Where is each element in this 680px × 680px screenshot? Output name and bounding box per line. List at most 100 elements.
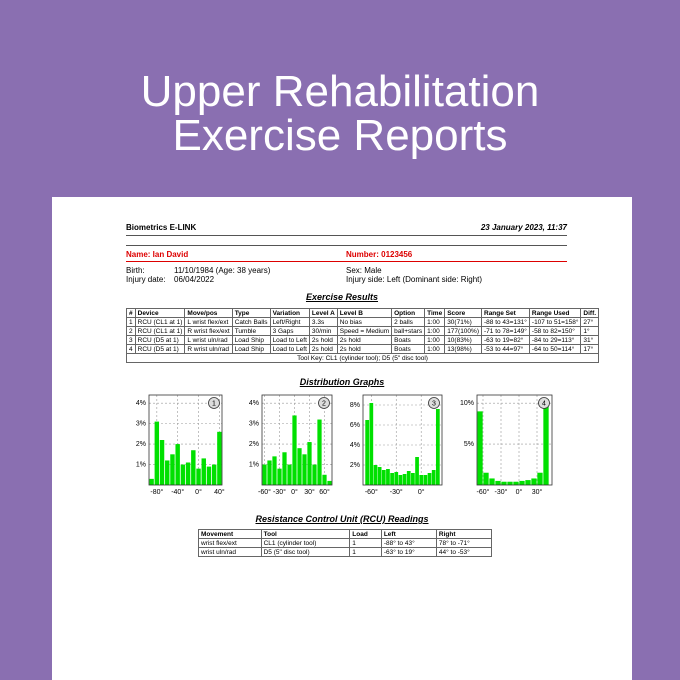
y-tick-label: 3% [136, 420, 146, 427]
cell: 78° to -71° [435, 538, 493, 548]
cell: -88° to 43° [380, 538, 437, 548]
row: 3 RCU (D5 at 1) L wrist uln/rad Load Ship Lo… [126, 335, 600, 345]
bar [185, 462, 191, 485]
x-tick-label: -30° [273, 488, 286, 496]
cell: -58 to 82=150° [528, 326, 582, 336]
patient-name: Name: Ian David [126, 250, 189, 259]
cell: R wrist flex/ext [184, 326, 233, 336]
bar [525, 480, 531, 485]
row: Tool Key: CL1 (cylinder tool); D5 (5" di… [125, 353, 600, 363]
cell: -63° to 19° [380, 547, 437, 557]
column-header: Diff. [580, 308, 600, 318]
cell: Boats [391, 335, 426, 345]
cell: 1:00 [424, 326, 446, 336]
rule [126, 235, 567, 236]
x-tick-label: 60° [319, 488, 330, 496]
bar [377, 467, 382, 485]
x-tick-label: -30° [495, 488, 508, 496]
bar [206, 466, 212, 485]
rule [126, 245, 567, 246]
header-row: # Device Move/pos Type Variation Level A Level… [126, 308, 600, 318]
bar [217, 431, 222, 485]
cell: RCU (CL1 at 1) [134, 326, 186, 336]
x-tick-label: -80° [150, 488, 163, 496]
bar [180, 464, 186, 485]
cell: 2s hold [336, 344, 393, 354]
bar [307, 442, 312, 485]
cell: -107 to 51=158° [528, 317, 582, 327]
bar [327, 480, 332, 485]
x-tick-label: 30° [532, 488, 543, 496]
cell: L wrist uln/rad [184, 335, 233, 345]
cell: 1 [126, 317, 136, 327]
bar [312, 464, 317, 485]
bar [489, 478, 495, 485]
y-tick-label: 1% [249, 461, 259, 468]
bar [513, 481, 519, 485]
graph-number: 2 [322, 400, 326, 407]
injury-side: Injury side: Left (Dominant side: Right) [346, 275, 483, 284]
cell: 17° [580, 344, 600, 354]
cell: -84 to 29=113° [528, 335, 582, 345]
cell: -63 to 19=82° [481, 335, 530, 345]
section-title: Resistance Control Unit (RCU) Readings [255, 514, 429, 524]
bar [435, 409, 440, 485]
bar [201, 458, 206, 485]
cell: 31° [580, 335, 600, 345]
sex: Sex: Male [346, 266, 382, 275]
cell: Load Ship [231, 335, 271, 345]
y-tick-label: 5% [464, 441, 474, 448]
column-header: Variation [269, 308, 310, 318]
cell: D5 (5" disc tool) [260, 547, 351, 557]
bar [262, 464, 267, 485]
cell: No bias [336, 317, 393, 327]
report: Biometrics E-LINK 23 January 2023, 11:37… [52, 197, 632, 680]
bar [394, 472, 399, 485]
bar [519, 480, 525, 485]
cell: 1:00 [424, 335, 446, 345]
bar [272, 456, 277, 485]
bar [386, 469, 390, 485]
graph-number: 1 [212, 400, 216, 407]
tool-key: Tool Key: CL1 (cylinder tool); D5 (5" di… [125, 353, 600, 363]
row: 2 RCU (CL1 at 1) R wrist flex/ext Tumble 3 G… [126, 326, 600, 336]
y-tick-label: 4% [350, 442, 360, 449]
bar [322, 474, 327, 485]
rule [126, 261, 567, 262]
plot-frame [476, 394, 553, 486]
x-tick-label: 0° [195, 488, 202, 496]
cell: -64 to 50=114° [528, 344, 582, 354]
bar [431, 470, 436, 485]
plot-frame [362, 394, 443, 486]
x-tick-label: -60° [365, 488, 378, 496]
bar [191, 450, 196, 485]
section-title: Distribution Graphs [299, 377, 385, 387]
cell: -88 to 43=131° [481, 317, 530, 327]
cell: ball+stars [391, 326, 426, 336]
cell: 4 [126, 344, 136, 354]
cell: 13(98%) [444, 344, 482, 354]
bar [501, 481, 507, 485]
cell: 2s hold [336, 335, 393, 345]
column-header: # [126, 308, 136, 318]
bar [175, 444, 180, 485]
y-tick-label: 2% [136, 441, 146, 448]
cell: Boats [391, 344, 426, 354]
exercise-table: # Device Move/pos Type Variation Level A Level… [125, 308, 600, 363]
bar [373, 465, 378, 485]
y-tick-label: 1% [136, 461, 146, 468]
column-header: Range Set [481, 308, 530, 318]
patient-number: Number: 0123456 [346, 250, 413, 259]
report-date: 23 January 2023, 11:37 [480, 223, 567, 232]
column-header: Tool [260, 529, 351, 539]
bar [196, 468, 201, 485]
x-tick-label: -60° [258, 488, 271, 496]
cell: CL1 (cylinder tool) [260, 538, 351, 548]
bar [267, 460, 272, 485]
x-tick-label: 30° [304, 488, 315, 496]
y-tick-label: 6% [350, 422, 360, 429]
injury-date: 06/04/2022 [174, 275, 215, 284]
column-header: Load [349, 529, 382, 539]
cell: 2 [126, 326, 136, 336]
bar [419, 475, 424, 485]
